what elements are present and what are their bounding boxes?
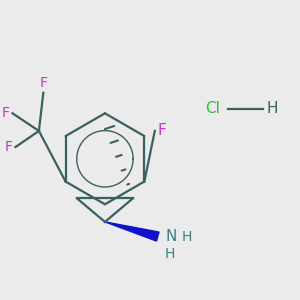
Text: N: N [165, 229, 176, 244]
Text: Cl: Cl [205, 101, 220, 116]
Text: H: H [165, 247, 175, 261]
Text: F: F [39, 76, 47, 90]
Text: H: H [266, 101, 278, 116]
Text: F: F [2, 106, 10, 120]
Text: H: H [181, 230, 192, 244]
Text: F: F [4, 140, 13, 154]
Text: F: F [158, 123, 167, 138]
Polygon shape [105, 222, 159, 241]
